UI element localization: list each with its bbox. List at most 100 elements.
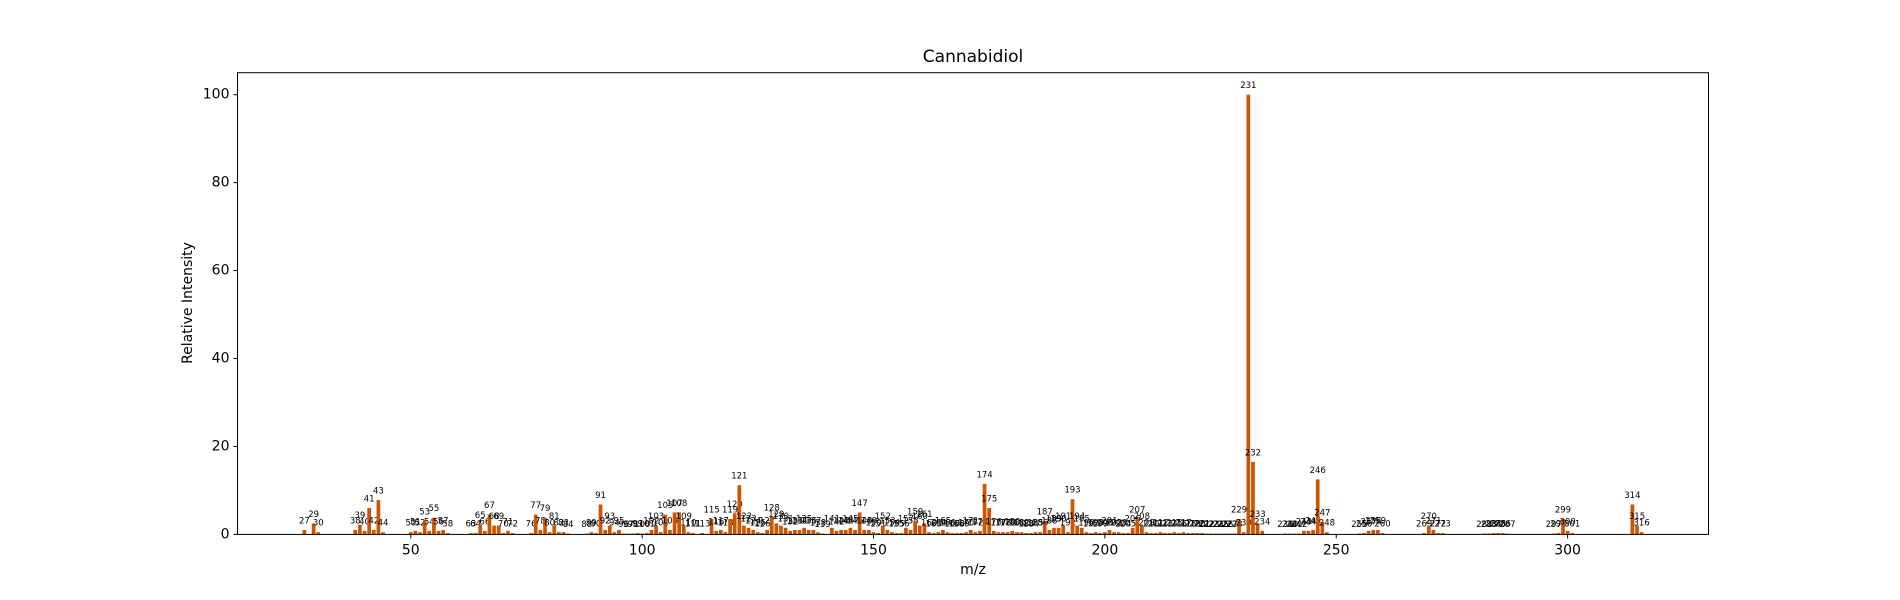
peak-label: 78 — [535, 517, 546, 527]
bar — [1158, 532, 1163, 535]
bar — [1005, 532, 1010, 535]
bar — [371, 530, 376, 535]
bar — [1366, 530, 1371, 535]
peak-label: 216 — [1171, 520, 1187, 530]
peak-label: 155 — [889, 520, 905, 530]
bar — [658, 532, 663, 535]
bar — [469, 533, 473, 535]
peak-label: 172 — [967, 519, 983, 529]
x-tick-label: 150 — [860, 542, 887, 558]
bar — [552, 525, 557, 535]
peak-label: 176 — [986, 517, 1002, 527]
bar — [358, 524, 362, 535]
bar — [510, 533, 515, 535]
bar — [1639, 532, 1644, 535]
peak-label: 146 — [847, 517, 863, 527]
bar — [538, 530, 543, 535]
y-axis-label: Relative Intensity — [180, 242, 196, 364]
peak-label: 190 — [1050, 514, 1066, 524]
bar — [797, 530, 802, 535]
peak-label: 51 — [410, 517, 421, 527]
peak-label: 152 — [875, 512, 891, 522]
peak-label: 54 — [424, 517, 435, 527]
bar — [557, 532, 561, 535]
peak-label: 143 — [833, 517, 849, 527]
peak-label: 147 — [852, 499, 868, 509]
bar — [663, 514, 668, 535]
peak-label: 205 — [1120, 520, 1136, 530]
peak-label: 191 — [1055, 512, 1071, 522]
peak-label: 71 — [503, 517, 514, 527]
bar — [413, 530, 418, 535]
peak-label: 39 — [354, 511, 365, 521]
bar — [876, 533, 880, 535]
peak-label: 77 — [530, 501, 541, 511]
bar — [973, 532, 978, 535]
peak-label: 175 — [981, 495, 997, 505]
bar — [936, 532, 941, 535]
peak-label: 148 — [856, 517, 872, 527]
x-axis-label: m/z — [960, 562, 986, 578]
peak-label: 164 — [930, 519, 946, 529]
peak-label: 110 — [680, 519, 696, 529]
bar — [927, 532, 931, 535]
peak-label: 188 — [1041, 517, 1057, 527]
peak-label: 260 — [1374, 520, 1390, 530]
peak-label: 119 — [722, 506, 738, 516]
bar — [843, 530, 848, 535]
peak-label: 100 — [634, 520, 650, 530]
peak-label: 199 — [1092, 520, 1108, 530]
peak-label: 66 — [479, 517, 490, 527]
peak-label: 64 — [470, 520, 481, 530]
peak-label: 68 — [489, 512, 500, 522]
peak-label: 83 — [558, 519, 569, 529]
bar — [700, 533, 705, 535]
peak-label: 79 — [540, 504, 551, 514]
x-tick-label: 100 — [629, 542, 656, 558]
peak-label: 246 — [1310, 466, 1326, 476]
bar — [1371, 530, 1376, 535]
peak-label: 225 — [1212, 520, 1228, 530]
bar — [1630, 504, 1635, 535]
peak-label: 113 — [694, 520, 710, 530]
bar — [1167, 533, 1172, 535]
plot-frame — [237, 72, 1709, 535]
peak-label: 228 — [1226, 520, 1242, 530]
bar — [880, 525, 885, 535]
bar — [732, 513, 737, 535]
peak-label: 149 — [861, 517, 877, 527]
bar — [769, 516, 774, 535]
peak-label: 154 — [884, 519, 900, 529]
bar — [1116, 532, 1121, 535]
bar — [1149, 533, 1153, 535]
bar — [1306, 530, 1311, 535]
peak-label: 92 — [600, 517, 611, 527]
bar — [904, 527, 908, 535]
bar — [1570, 533, 1575, 535]
peak-label: 56 — [433, 517, 444, 527]
bar — [751, 530, 756, 535]
peak-label: 129 — [768, 510, 784, 520]
peak-label: 81 — [549, 512, 560, 522]
bar — [1237, 519, 1241, 535]
bar — [1126, 533, 1130, 535]
bar — [899, 533, 904, 535]
peak-label: 196 — [1078, 519, 1094, 529]
bar — [1246, 94, 1251, 535]
bar — [816, 532, 820, 535]
bar — [742, 525, 746, 535]
bar — [968, 530, 973, 535]
peak-label: 271 — [1425, 517, 1441, 527]
bar — [1200, 533, 1204, 535]
peak-label: 136 — [801, 517, 817, 527]
bar — [765, 530, 769, 535]
peak-label: 248 — [1319, 519, 1335, 529]
peak-label: 272 — [1430, 520, 1446, 530]
bar — [561, 532, 566, 535]
peak-label: 38 — [350, 517, 361, 527]
peak-label: 29 — [308, 510, 319, 520]
bar — [1500, 533, 1505, 535]
peak-label: 166 — [939, 519, 955, 529]
peak-label: 120 — [727, 500, 743, 510]
peak-label: 90 — [590, 520, 601, 530]
